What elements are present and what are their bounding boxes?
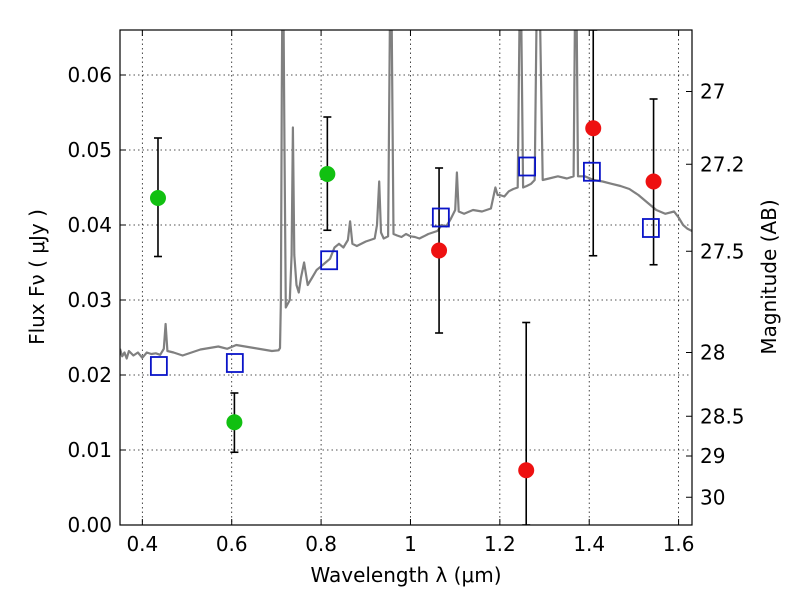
y-tick-label: 0.03 xyxy=(67,288,112,312)
y-tick-label: 0.04 xyxy=(67,213,112,237)
model-photometry-square xyxy=(225,353,244,373)
y2-tick-label: 28 xyxy=(700,341,725,365)
y-tick-label: 0.06 xyxy=(67,63,112,87)
red-data-point xyxy=(431,242,448,259)
y-tick-label: 0.00 xyxy=(67,513,112,537)
y-tick-label: 0.05 xyxy=(67,138,112,162)
y-tick-label: 0.02 xyxy=(67,363,112,387)
red-data-point xyxy=(585,120,602,137)
x-tick-label: 0.6 xyxy=(216,532,248,556)
red-data-point xyxy=(645,173,662,190)
y2-tick-label: 27 xyxy=(700,80,725,104)
y2-tick-label: 27.2 xyxy=(700,152,745,176)
model-photometry-square xyxy=(583,161,601,182)
x-tick-label: 1 xyxy=(404,532,417,556)
green-data-point xyxy=(319,166,336,182)
model-photometry-square xyxy=(641,218,660,238)
x-tick-label: 1.4 xyxy=(573,532,605,556)
x-tick-label: 0.8 xyxy=(305,532,337,556)
y2-tick-label: 28.5 xyxy=(700,404,745,428)
plot-area xyxy=(120,30,692,525)
y2-tick-label: 27.5 xyxy=(700,239,745,263)
grid xyxy=(120,30,692,525)
x-axis-label: Wavelength λ (μm) xyxy=(310,563,501,587)
red-data-point xyxy=(518,462,535,479)
x-tick-label: 1.6 xyxy=(663,532,695,556)
model-photometry-square xyxy=(518,156,537,177)
model-photometry-square xyxy=(320,250,339,271)
y2-tick-label: 30 xyxy=(700,485,725,509)
model-spectrum-line xyxy=(120,30,692,360)
plot-frame xyxy=(119,29,693,526)
y-tick-label: 0.01 xyxy=(67,438,112,462)
y2-axis-label: Magnitude (AB) xyxy=(757,199,781,354)
green-data-point xyxy=(226,414,243,431)
y2-tick-label: 29 xyxy=(700,444,725,468)
model-photometry-square xyxy=(149,356,168,376)
green-data-point xyxy=(149,190,166,206)
y-axis-label: Flux Fν ( μJy ) xyxy=(25,209,49,345)
axes: 0.4 0.6 0.8 1 1.2 1.4 1.6 0.00 0.01 0.02 0.03 0.04 0… xyxy=(67,30,745,556)
x-tick-label: 0.4 xyxy=(126,532,158,556)
model-photometry-square xyxy=(431,207,450,228)
x-tick-label: 1.2 xyxy=(484,532,516,556)
